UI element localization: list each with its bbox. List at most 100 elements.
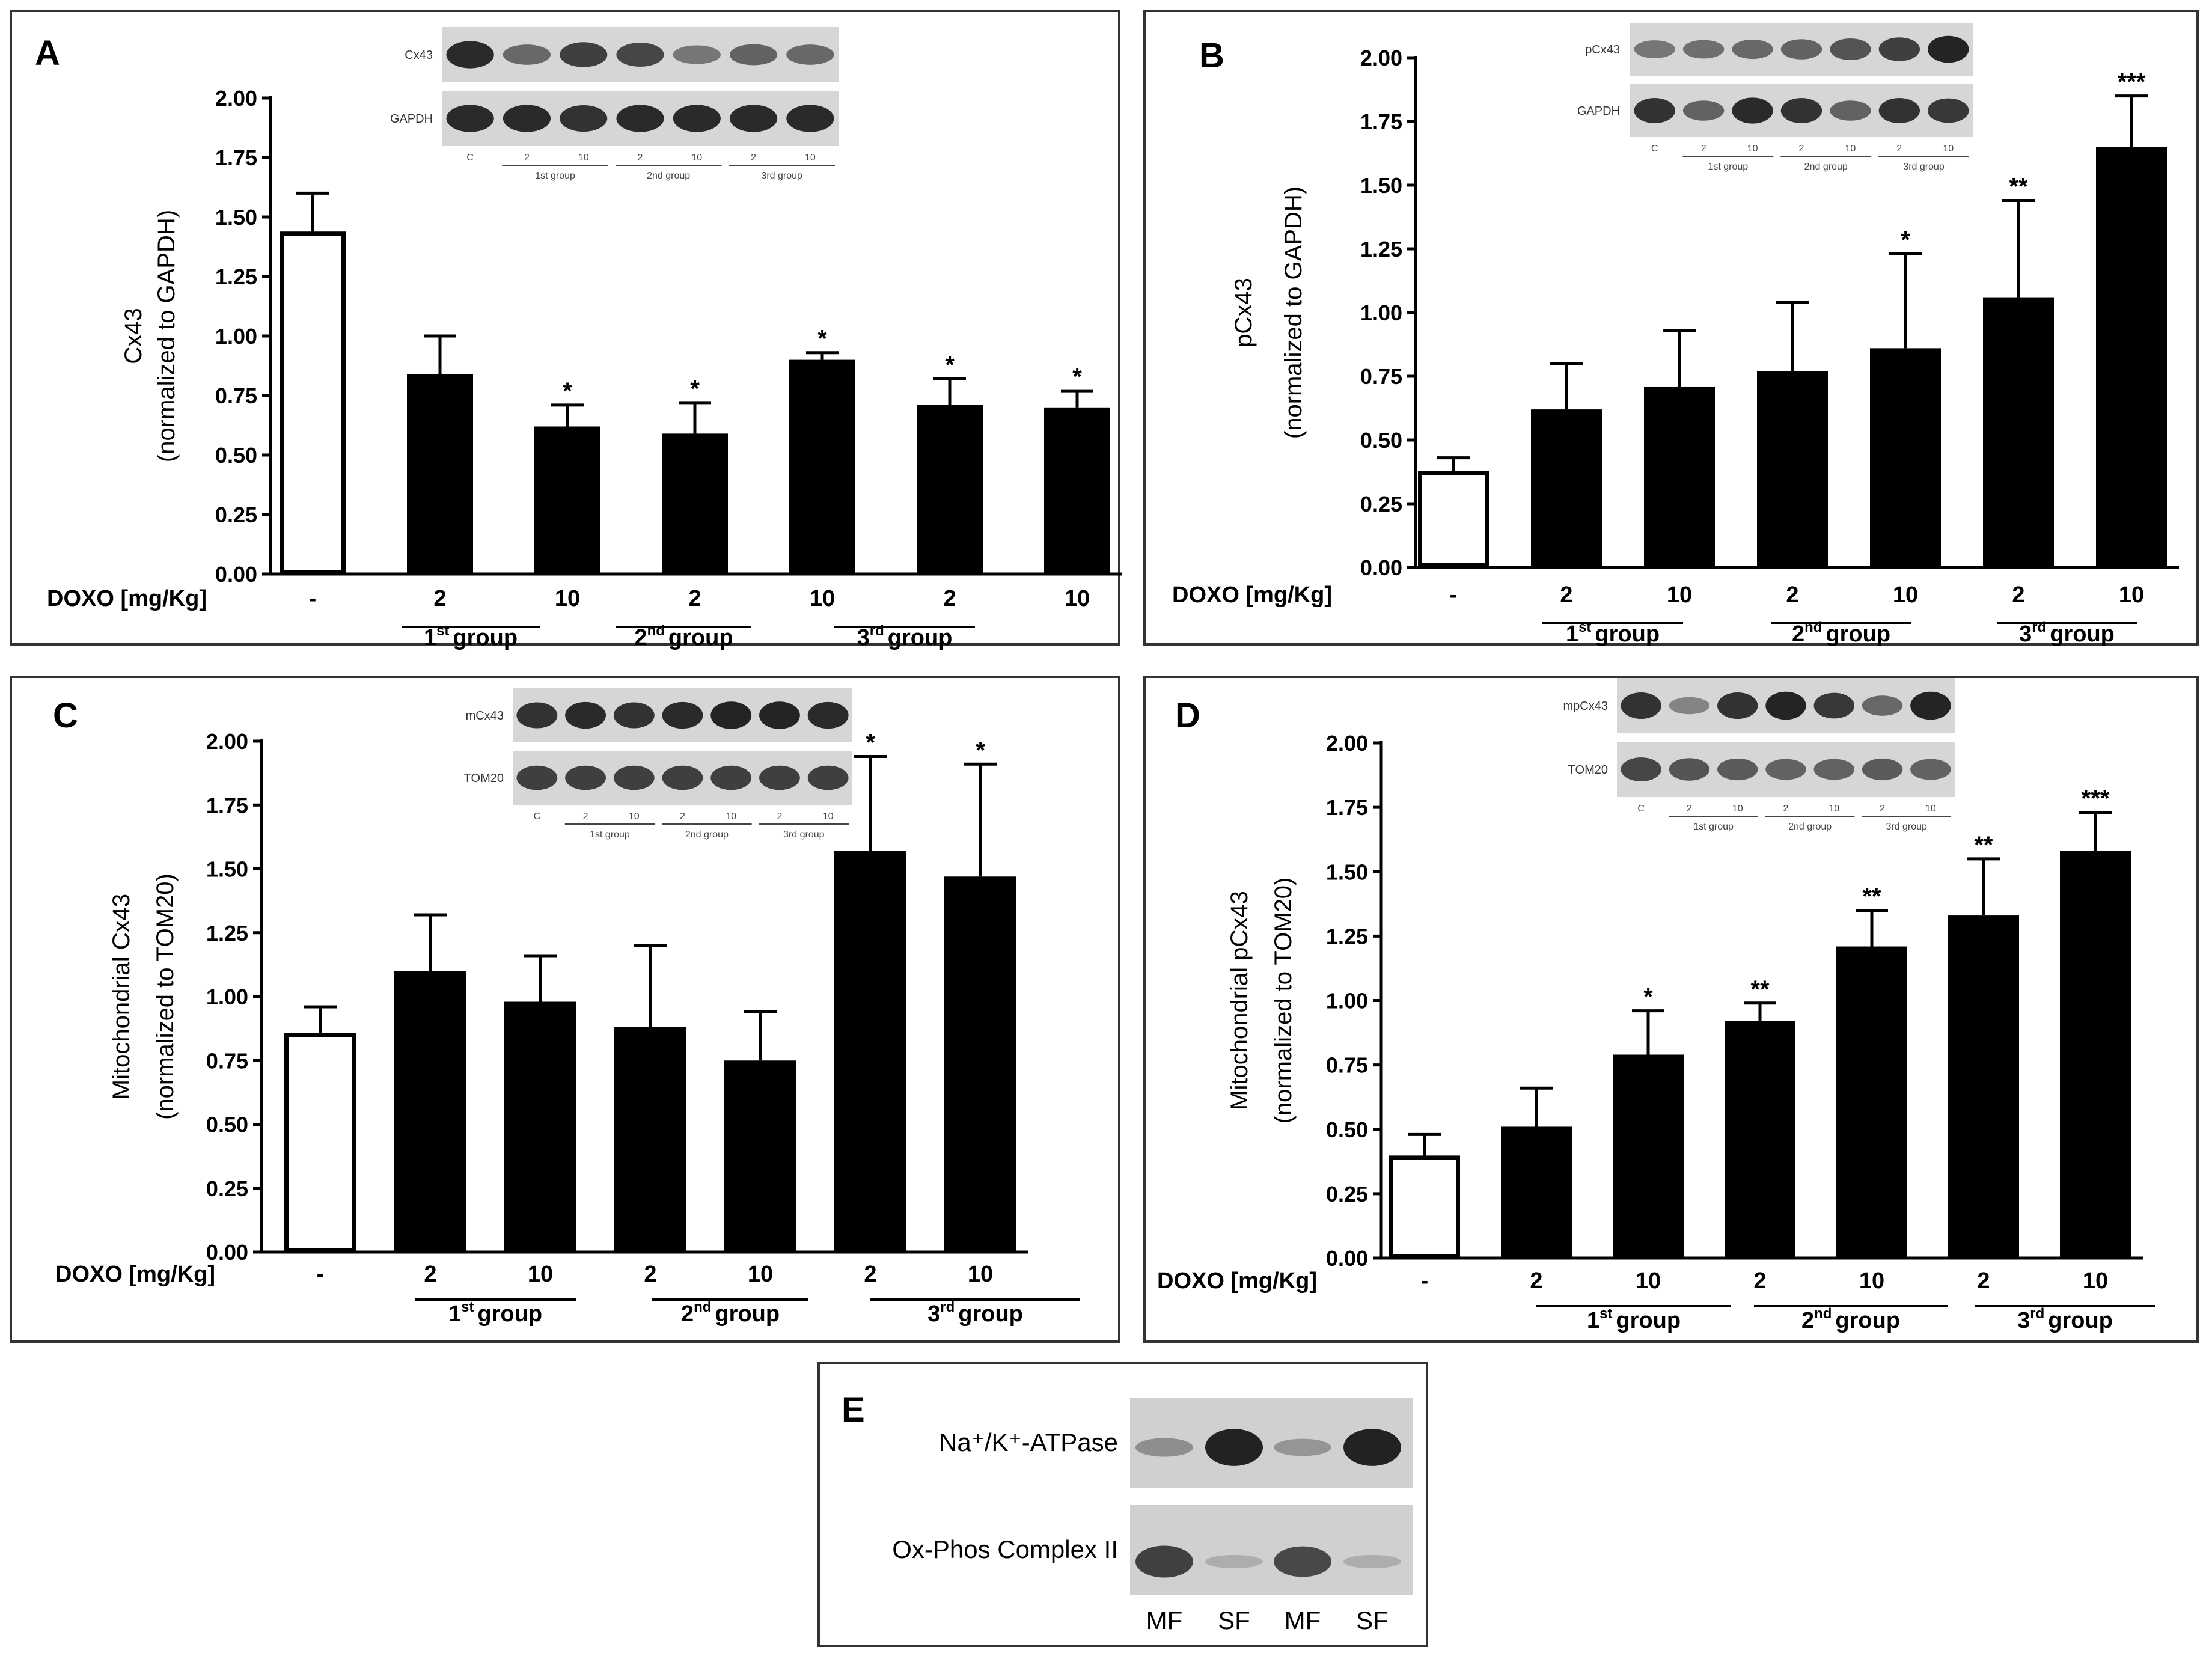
bar [394,971,466,1252]
blot-band [1135,1545,1193,1578]
x-tick-label: - [1421,1268,1429,1294]
y-tick-label: 1.75 [206,793,248,817]
blot-group-label: 2nd group [1804,162,1848,172]
x-tick-label: 2 [688,586,701,611]
blot-band [1682,100,1725,121]
significance-marker: * [1901,227,1910,253]
bar [1983,297,2054,567]
blot-band [759,765,800,790]
panel-letter: A [35,34,60,73]
blot-band [1732,39,1773,60]
blot-lane-label: 2 [524,153,530,163]
group-ordinal: rd [2032,619,2046,635]
group-word: group [477,1301,542,1327]
y-tick-label: 0.00 [1326,1246,1368,1271]
blot-band [662,765,703,790]
blot-band [1878,37,1920,61]
bar [724,1060,796,1252]
group-ordinal: nd [647,623,665,639]
group-word: group [1595,622,1660,647]
blot-band [1274,1438,1331,1456]
x-tick-label: 2 [1977,1268,1990,1294]
group-number: 1 [424,625,436,650]
blot-band [1205,1554,1263,1569]
blot-band [1634,97,1675,124]
blot-lane-label: 10 [1829,804,1839,814]
blot-band [807,701,849,729]
y-tick-label: 0.25 [1326,1182,1368,1206]
blot-lane-label: MF [1146,1606,1183,1634]
blot-lane-label: C [534,811,541,822]
blot-band [1717,692,1758,719]
blot-band [1862,695,1903,716]
blot-lane-label: C [1651,144,1658,154]
bar-control [1418,471,1489,567]
blot-band [759,701,800,729]
x-tick-label: 10 [1893,582,1918,608]
x-tick-label: 2 [864,1262,876,1287]
blot-band [1621,692,1661,719]
panel-frame [10,10,1120,646]
bar [789,359,855,574]
blot-band [1928,98,1969,123]
x-tick-label: 10 [968,1262,993,1287]
blot-row-label: GAPDH [1577,105,1620,118]
group-word: group [453,625,518,650]
blot-lane-label: 10 [1943,144,1954,154]
western-blot-inset: mCx43 TOM20 C 2 10 2 10 2 10 1st group 2nd group 3r… [464,688,852,840]
blot-lane-label: 2 [777,811,782,822]
y-tick-label: 0.75 [206,1048,248,1073]
bar-control [280,231,346,575]
blot-row-label: Na⁺/K⁺-ATPase [939,1428,1118,1456]
blot-band [565,765,606,790]
group-label: 3rd group [927,1299,1023,1327]
blot-lane-label: 10 [1845,144,1856,154]
blot-lane-label: 2 [1880,804,1885,814]
bar [1531,409,1602,567]
blot-band [662,701,703,729]
group-number: 2 [681,1301,694,1327]
blot-lane-label: 2 [1687,804,1692,814]
blot-band [1682,40,1725,59]
group-number: 2 [1801,1308,1814,1333]
x-tick-label: - [309,586,317,611]
blot-group-label: 1st group [1708,162,1748,172]
group-ordinal: nd [1814,1306,1832,1322]
panel-frame [1143,676,2199,1343]
y-tick-label: 1.75 [1326,795,1368,820]
group-word: group [958,1301,1023,1327]
blot-row-label: GAPDH [390,112,433,126]
y-tick-label: 1.25 [1326,924,1368,949]
group-number: 1 [448,1301,461,1327]
group-word: group [668,625,733,650]
western-blot-inset: pCx43 GAPDH C 2 10 2 10 2 10 1st group 2nd group 3r… [1577,23,1973,172]
group-ordinal: rd [940,1299,955,1315]
group-number: 2 [1792,622,1804,647]
y-tick-label: 0.25 [215,503,257,527]
panel-b: B 0.00 0.25 0.50 0.75 1.00 1.25 1.50 1.75 2.00 pCx… [1143,10,2199,647]
panel-e: E Na⁺/K⁺-ATPase Ox-Phos Complex II MF SF MF SF [817,1362,1428,1647]
x-axis-title: DOXO [mg/Kg] [1157,1268,1317,1294]
y-tick-label: 0.50 [1326,1117,1368,1142]
blot-band [729,44,778,66]
group-number: 1 [1566,622,1578,647]
blot-band [1830,38,1871,60]
blot-band [1621,757,1661,782]
bar [1725,1021,1795,1258]
x-tick-label: 2 [2012,582,2024,608]
significance-marker: * [563,378,572,405]
x-tick-label: 2 [1560,582,1572,608]
blot-band [1928,35,1969,63]
bar [1044,407,1110,574]
blot-group-label: 2nd group [685,830,729,840]
blot-band [786,105,834,132]
blot-band [446,105,494,132]
bar [614,1027,686,1252]
x-tick-label: - [317,1262,325,1287]
blot-row-label: Cx43 [405,49,433,62]
x-axis-title: DOXO [mg/Kg] [47,586,207,611]
group-word: group [1826,622,1890,647]
significance-marker: * [1643,984,1653,1010]
bar [917,405,983,574]
